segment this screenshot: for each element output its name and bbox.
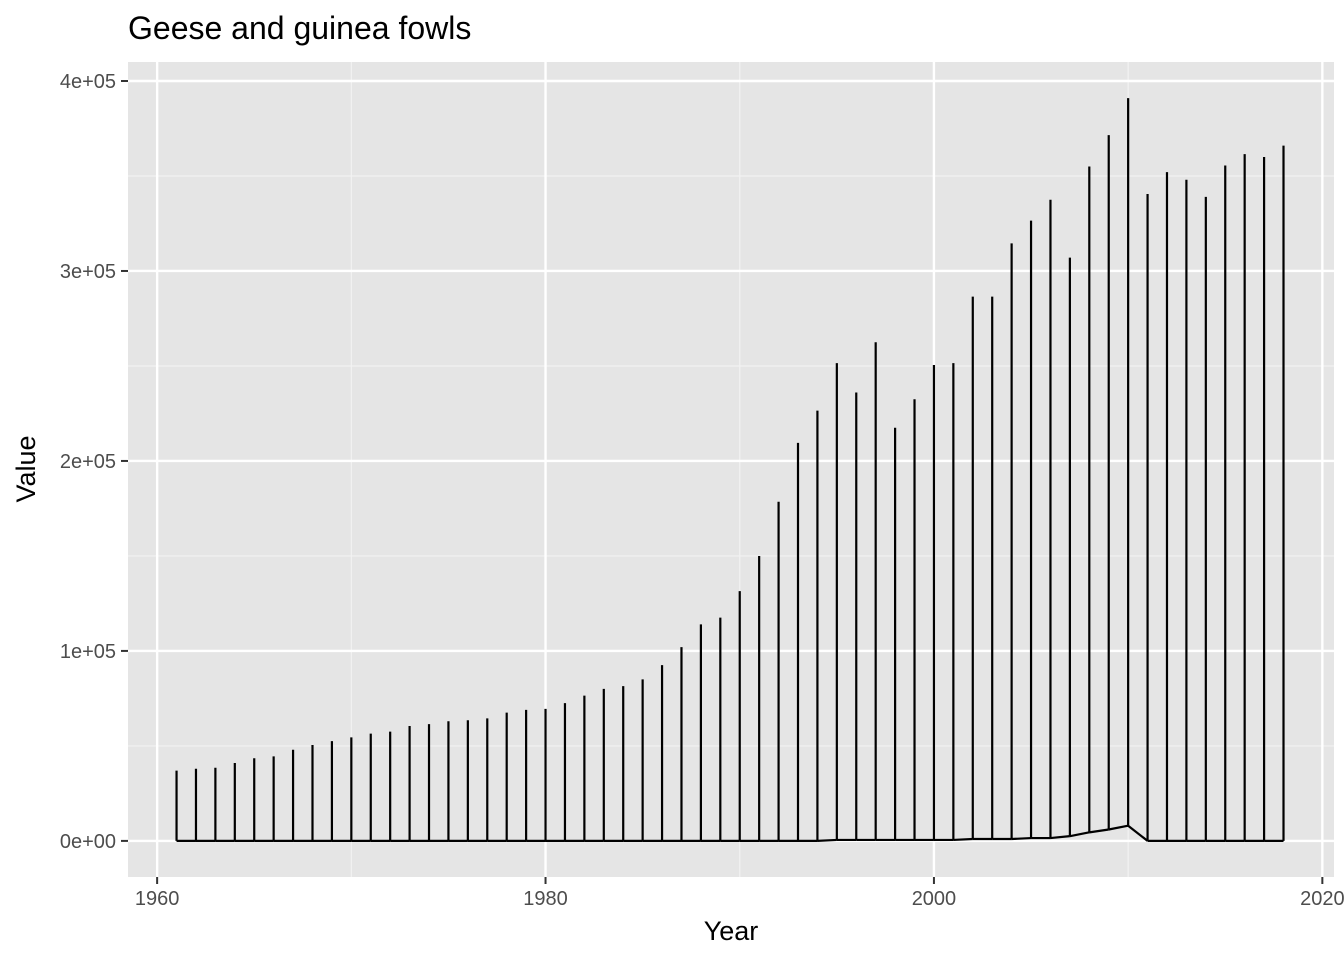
data-baseline-segment	[1089, 828, 1109, 834]
y-tick-label: 3e+05	[60, 261, 116, 283]
data-baseline-segment	[1069, 831, 1090, 838]
y-axis-title: Value	[11, 435, 41, 502]
data-baseline-segment	[953, 837, 973, 842]
y-tick-label: 4e+05	[60, 71, 116, 93]
chart-title: Geese and guinea fowls	[128, 10, 471, 46]
x-tick-label: 2020	[1300, 888, 1344, 910]
data-baseline-segment	[817, 838, 837, 843]
y-tick-label: 2e+05	[60, 451, 116, 473]
data-baseline-segment	[1108, 824, 1129, 831]
series-value	[175, 98, 1285, 843]
data-baseline-segment	[1011, 836, 1032, 841]
data-baseline-segment	[1127, 824, 1149, 842]
plot-panel	[128, 62, 1334, 877]
x-tick-label: 2000	[912, 888, 957, 910]
x-tick-label: 1960	[135, 888, 180, 910]
x-tick-label: 1980	[523, 888, 568, 910]
x-axis-title: Year	[704, 916, 759, 946]
y-tick-label: 1e+05	[60, 641, 116, 663]
y-axis: 0e+00 1e+05 2e+05 3e+05 4e+05	[60, 71, 128, 853]
x-axis: 1960 1980 2000 2020	[135, 877, 1344, 910]
data-baseline-segment	[1050, 835, 1070, 840]
y-tick-label: 0e+00	[60, 831, 116, 853]
